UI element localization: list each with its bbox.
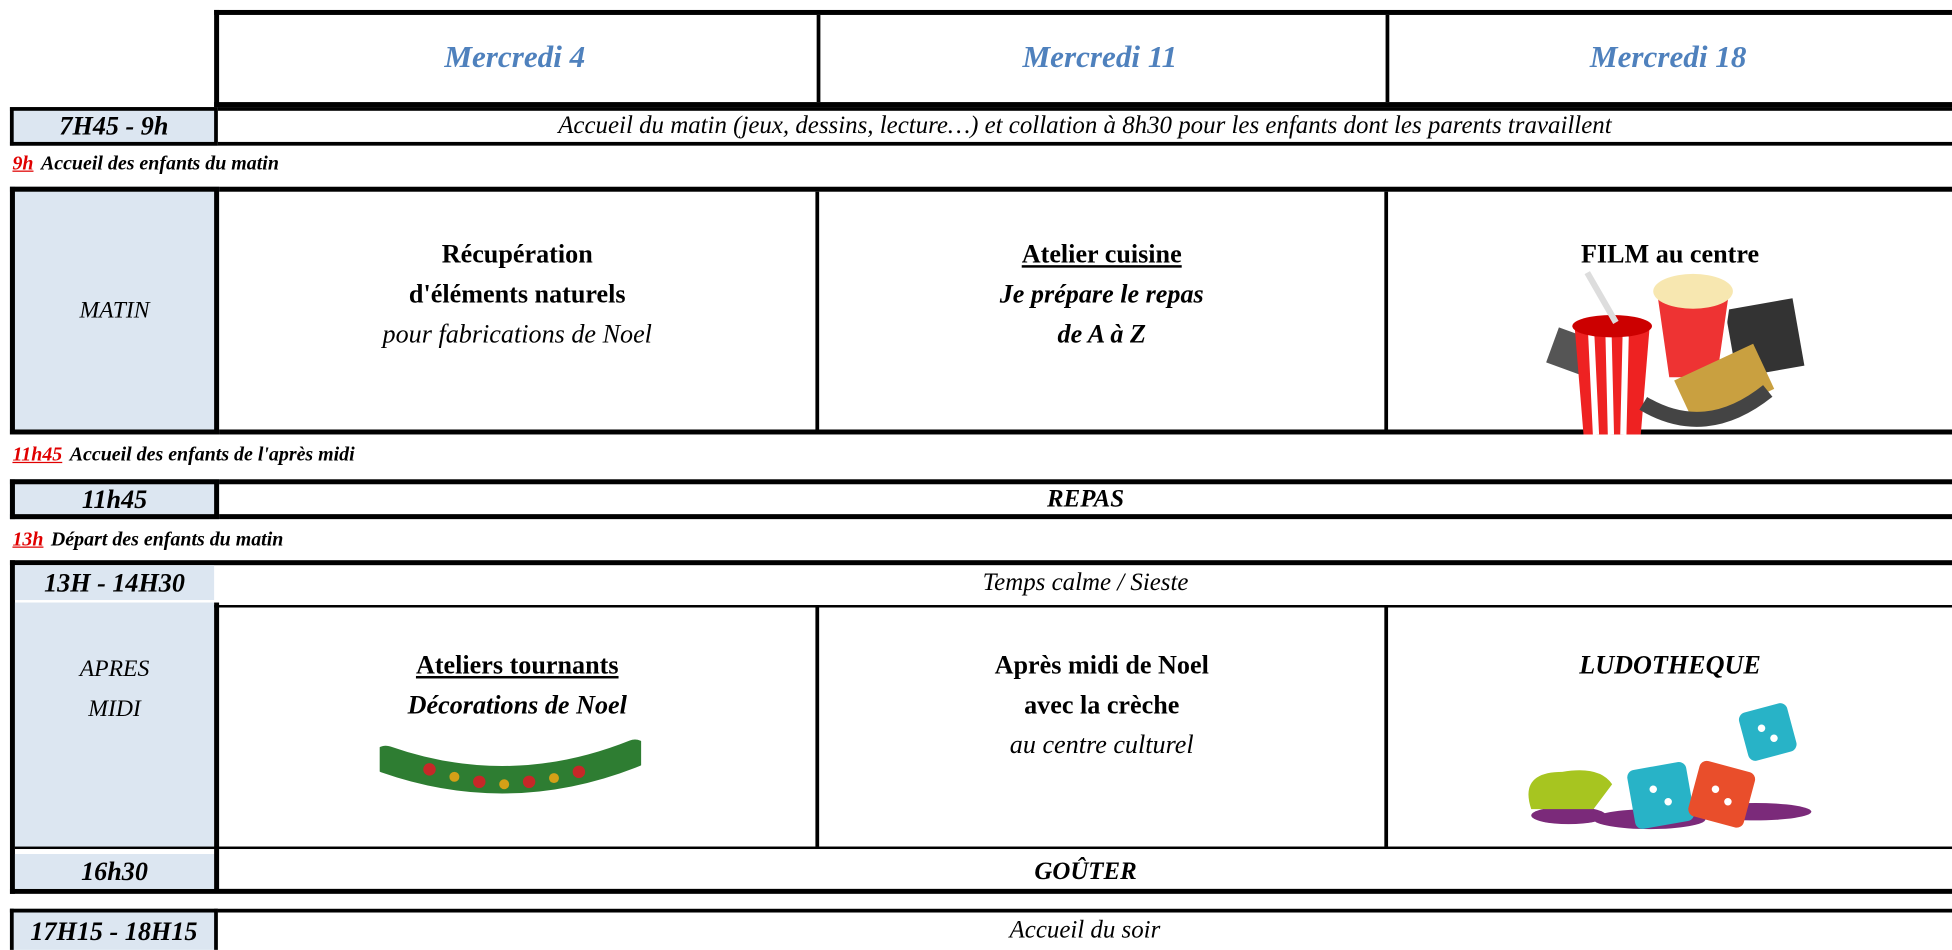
day-header: Mercredi 11: [1022, 41, 1178, 75]
note: 9h Accueil des enfants du matin: [12, 147, 278, 182]
time-cell: 13H - 14H30: [14, 565, 215, 601]
note: 11h45 Accueil des enfants de l'après midi: [12, 438, 354, 473]
activity: Après midi de Noel avec la crèche au cen…: [819, 603, 1384, 847]
header-row: [214, 9, 1952, 108]
row-text: Accueil du soir: [1009, 915, 1161, 944]
activity-line: pour fabrications de Noel: [382, 318, 652, 349]
dice-image: [1528, 703, 1812, 830]
time-cell: 16h30: [14, 854, 215, 889]
note-text: Départ des enfants du matin: [50, 529, 284, 551]
activity-line: LUDOTHEQUE: [1579, 649, 1761, 680]
note-text: Accueil des enfants du matin: [40, 153, 279, 175]
row-text: Temps calme / Sieste: [982, 568, 1189, 596]
activity-line: d'éléments naturels: [408, 278, 626, 309]
row-text: REPAS: [1047, 484, 1125, 513]
time-cell: 17H15 - 18H15: [9, 908, 218, 950]
activity: LUDOTHEQUE: [1388, 603, 1952, 847]
film-image: [1546, 271, 1805, 435]
note-time: 11h45: [12, 444, 63, 466]
activity-line: Récupération: [441, 239, 593, 269]
activity-line: de A à Z: [1057, 318, 1146, 349]
row-text: GOÛTER: [1034, 857, 1137, 885]
activity: Récupération d'éléments naturels pour fa…: [219, 192, 815, 429]
note: 13h Départ des enfants du matin: [12, 523, 283, 558]
period-line: APRES: [79, 656, 150, 683]
note-time: 9h: [12, 153, 34, 175]
activity: Ateliers tournants Décorations de Noel: [219, 603, 815, 847]
period-cell: MATIN: [9, 186, 220, 435]
note-text: Accueil des enfants de l'après midi: [69, 444, 355, 466]
row-text: Accueil du matin (jeux, dessins, lecture…: [558, 112, 1612, 140]
activity-line: FILM au centre: [1580, 239, 1760, 269]
activity-line: Après midi de Noel: [994, 649, 1209, 680]
note-time: 13h: [12, 529, 44, 551]
time-cell: 7H45 - 9h: [9, 107, 218, 146]
day-header: Mercredi 4: [444, 41, 586, 75]
time-cell: 11h45: [9, 479, 220, 520]
period-line: MIDI: [88, 695, 141, 723]
garland-image: [379, 739, 642, 794]
period-cell: APRES MIDI: [14, 602, 215, 847]
block: [9, 560, 1952, 894]
activity-line: Je prépare le repas: [999, 278, 1204, 309]
activity-line: Ateliers tournants: [415, 649, 619, 680]
activity-line: au centre culturel: [1009, 729, 1194, 760]
activity-line: Décorations de Noel: [407, 689, 627, 720]
activity: FILM au centre: [1388, 192, 1952, 429]
day-header: Mercredi 18: [1589, 41, 1747, 75]
activity-line: avec la crèche: [1024, 689, 1180, 720]
activity-line: Atelier cuisine: [1021, 239, 1182, 269]
activity: Atelier cuisine Je prépare le repas de A…: [819, 192, 1384, 429]
